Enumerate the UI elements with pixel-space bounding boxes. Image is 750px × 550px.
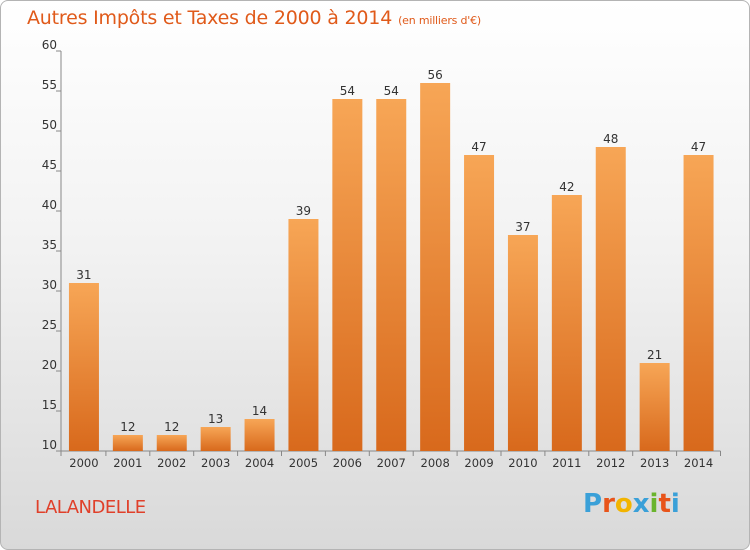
x-tick-label: 2011: [552, 456, 581, 470]
x-tick-label: 2001: [113, 456, 142, 470]
y-tick-label: 60: [42, 38, 57, 52]
data-label: 37: [515, 220, 530, 234]
data-label: 56: [428, 68, 443, 82]
x-tick-label: 2010: [508, 456, 537, 470]
x-tick-label: 2004: [245, 456, 274, 470]
data-label: 12: [164, 420, 179, 434]
proxiti-logo: Proxiti: [583, 489, 680, 519]
bar: [464, 155, 495, 451]
bar: [68, 283, 99, 451]
data-label: 54: [384, 84, 399, 98]
data-label: 47: [691, 140, 706, 154]
bar: [507, 235, 538, 451]
y-tick-label: 40: [42, 198, 57, 212]
y-tick-label: 15: [42, 398, 57, 412]
bar: [420, 83, 451, 451]
data-label: 14: [252, 404, 267, 418]
y-tick-label: 55: [42, 78, 57, 92]
x-tick-label: 2003: [201, 456, 230, 470]
x-tick-label: 2013: [640, 456, 669, 470]
bar: [376, 99, 407, 451]
bar: [683, 155, 714, 451]
bars: [68, 83, 714, 451]
logo-letter: i: [670, 489, 680, 519]
logo-letter: i: [649, 489, 659, 519]
logo-letter: P: [583, 489, 603, 519]
x-tick-label: 2005: [289, 456, 318, 470]
y-tick-label: 45: [42, 158, 57, 172]
data-labels: 31 12 12 13 14 39 54 54 56 47 37 42 48 21 47: [76, 68, 706, 434]
bar: [244, 419, 275, 451]
chart-subtitle: (en milliers d'€): [398, 14, 481, 27]
x-tick-label: 2008: [421, 456, 450, 470]
x-tick-label: 2007: [377, 456, 406, 470]
bar: [288, 219, 319, 451]
y-tick-label: 25: [42, 318, 57, 332]
bar: [112, 435, 143, 451]
x-tick-label: 2006: [333, 456, 362, 470]
chart-title-text: Autres Impôts et Taxes de 2000 à 2014: [27, 7, 393, 29]
bar: [551, 195, 582, 451]
y-tick-label: 20: [42, 358, 57, 372]
bar: [200, 427, 231, 451]
data-label: 47: [471, 140, 486, 154]
logo-letter: r: [602, 489, 615, 519]
data-label: 54: [340, 84, 355, 98]
y-tick-label: 30: [42, 278, 57, 292]
y-tick-label: 50: [42, 118, 57, 132]
x-tick-label: 2009: [464, 456, 493, 470]
x-tick-label: 2002: [157, 456, 186, 470]
y-tick-label: 35: [42, 238, 57, 252]
data-label: 21: [647, 348, 662, 362]
logo-letter: o: [614, 489, 633, 519]
y-tick-label: 10: [42, 438, 57, 452]
x-tick-label: 2012: [596, 456, 625, 470]
x-tick-label: 2000: [69, 456, 98, 470]
data-label: 42: [559, 180, 574, 194]
bar: [639, 363, 670, 451]
bar: [156, 435, 187, 451]
logo-letter: x: [632, 489, 650, 519]
data-label: 31: [76, 268, 91, 282]
bar: [595, 147, 626, 451]
logo-letter: t: [658, 489, 671, 519]
location-label: LALANDELLE: [35, 497, 146, 518]
chart-title: Autres Impôts et Taxes de 2000 à 2014 (en…: [27, 7, 481, 29]
x-tick-label: 2014: [684, 456, 713, 470]
data-label: 48: [603, 132, 618, 146]
data-label: 13: [208, 412, 223, 426]
bar: [332, 99, 363, 451]
data-label: 12: [120, 420, 135, 434]
data-label: 39: [296, 204, 311, 218]
